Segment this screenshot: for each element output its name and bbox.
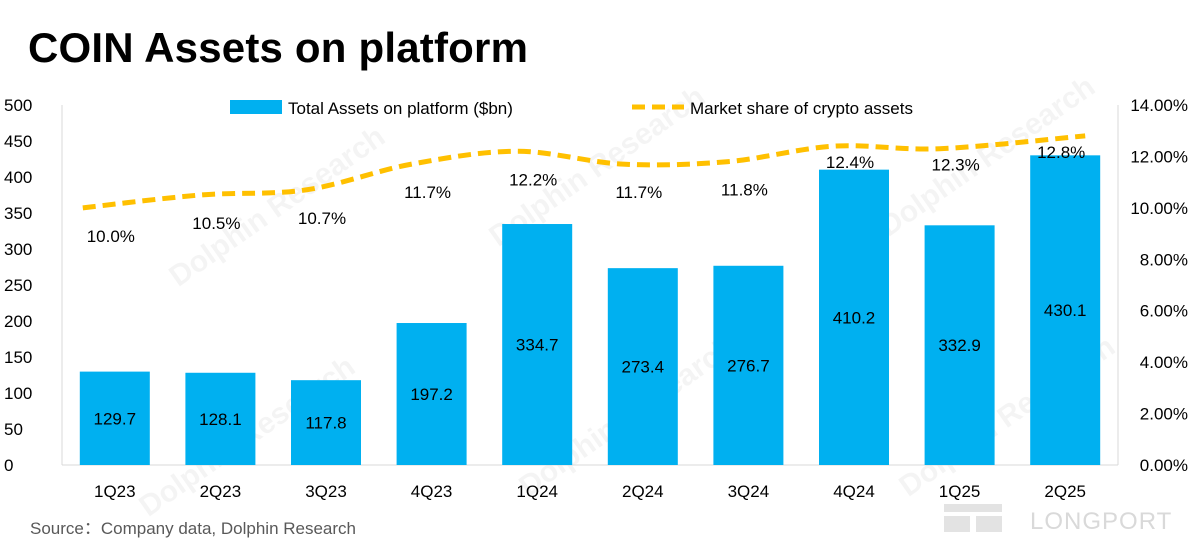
line-value-label: 12.3% — [931, 156, 979, 175]
bar — [819, 169, 889, 465]
bar-value-label: 129.7 — [94, 409, 137, 428]
bar-value-label: 197.2 — [410, 385, 453, 404]
x-tick-label: 3Q23 — [305, 482, 347, 501]
line-value-label: 10.5% — [192, 214, 240, 233]
y-left-tick-label: 150 — [4, 348, 32, 367]
bar — [924, 225, 995, 465]
y-left-tick-label: 0 — [4, 456, 13, 475]
bar-value-label: 276.7 — [727, 356, 770, 375]
legend-bar-label: Total Assets on platform ($bn) — [288, 99, 513, 118]
y-right-tick-label: 6.00% — [1140, 302, 1188, 321]
bar — [1030, 155, 1101, 465]
y-right-tick-label: 14.00% — [1130, 96, 1188, 115]
y-right-tick-label: 12.00% — [1130, 147, 1188, 166]
y-left-tick-label: 100 — [4, 384, 32, 403]
legend-line-label: Market share of crypto assets — [690, 99, 913, 118]
x-tick-label: 4Q23 — [411, 482, 453, 501]
bar — [291, 380, 361, 465]
x-tick-label: 2Q24 — [622, 482, 664, 501]
line-value-label: 11.7% — [615, 183, 662, 202]
bar — [185, 372, 256, 465]
bar — [79, 371, 150, 465]
bar-value-label: 410.2 — [833, 308, 876, 327]
y-left-tick-label: 350 — [4, 204, 32, 223]
bar-value-label: 332.9 — [938, 336, 981, 355]
y-right-tick-label: 4.00% — [1140, 353, 1188, 372]
bar-value-label: 117.8 — [305, 414, 346, 433]
x-tick-label: 1Q23 — [94, 482, 136, 501]
y-left-tick-label: 400 — [4, 168, 32, 187]
x-tick-label: 2Q25 — [1044, 482, 1086, 501]
source-note: Source：Company data, Dolphin Research — [30, 519, 357, 538]
bar — [607, 268, 678, 465]
x-tick-label: 1Q25 — [939, 482, 981, 501]
brand-logo-text: LONGPORT — [1030, 508, 1173, 535]
y-right-tick-label: 2.00% — [1140, 405, 1188, 424]
bar-value-label: 273.4 — [622, 358, 665, 377]
line-value-label: 10.0% — [87, 227, 135, 246]
bar — [502, 224, 573, 465]
line-value-label: 11.7% — [404, 183, 451, 202]
x-tick-label: 1Q24 — [516, 482, 558, 501]
y-left-tick-label: 500 — [4, 96, 32, 115]
y-left-tick-label: 300 — [4, 240, 32, 259]
line-value-label: 12.4% — [826, 153, 874, 172]
y-right-tick-label: 10.00% — [1130, 199, 1188, 218]
y-left-tick-label: 200 — [4, 312, 32, 331]
legend-bar-swatch — [230, 100, 282, 114]
line-value-label: 12.2% — [509, 170, 557, 189]
bar — [713, 265, 784, 465]
y-left-tick-label: 50 — [4, 420, 23, 439]
x-tick-label: 4Q24 — [833, 482, 875, 501]
x-tick-label: 3Q24 — [728, 482, 770, 501]
y-left-tick-label: 450 — [4, 132, 32, 151]
y-right-tick-label: 0.00% — [1140, 456, 1188, 475]
x-tick-label: 2Q23 — [200, 482, 242, 501]
bar-value-label: 128.1 — [199, 410, 242, 429]
y-left-tick-label: 250 — [4, 276, 32, 295]
bar-value-label: 430.1 — [1044, 301, 1087, 320]
bar — [396, 323, 467, 465]
line-value-label: 11.8% — [721, 181, 768, 200]
chart-title: COIN Assets on platform — [28, 24, 529, 71]
y-right-tick-label: 8.00% — [1140, 250, 1188, 269]
bar-value-label: 334.7 — [516, 336, 559, 355]
market-share-line — [82, 133, 1086, 211]
line-value-label: 10.7% — [298, 209, 346, 228]
longport-logo-icon — [944, 504, 1002, 532]
line-value-label: 12.8% — [1037, 143, 1085, 162]
